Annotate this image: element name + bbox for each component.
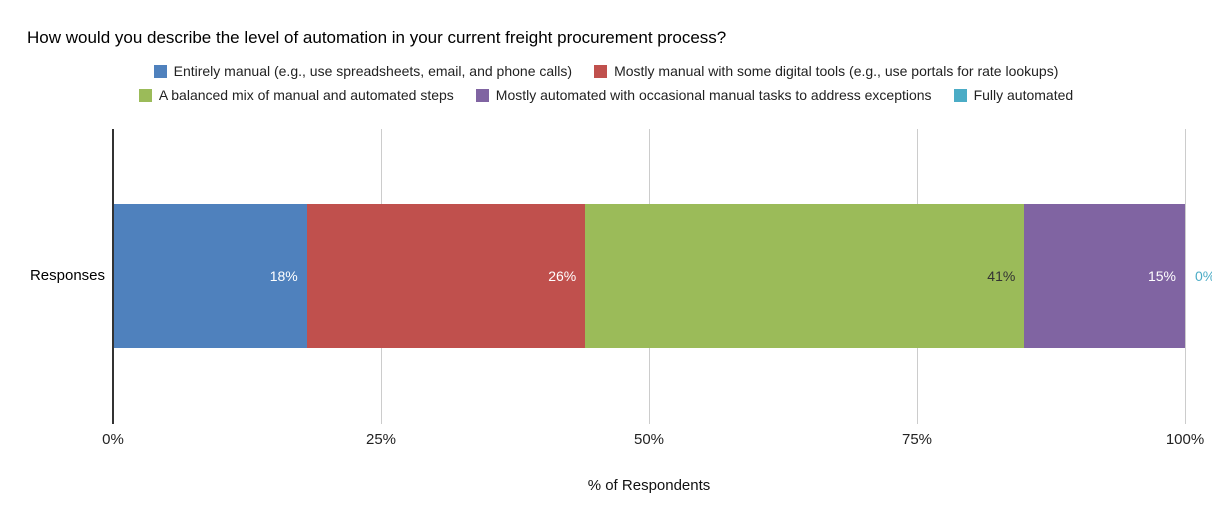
- legend-label: A balanced mix of manual and automated s…: [158, 87, 454, 103]
- x-tick-label: 0%: [102, 431, 124, 448]
- x-tick-label: 75%: [901, 431, 933, 448]
- legend-row: A balanced mix of manual and automated s…: [138, 87, 1074, 103]
- y-category-label: Responses: [29, 267, 105, 284]
- x-tick-label: 50%: [633, 431, 665, 448]
- legend-item: Mostly manual with some digital tools (e…: [594, 63, 1058, 79]
- legend-item: Entirely manual (e.g., use spreadsheets,…: [153, 63, 573, 79]
- x-axis-title: % of Respondents: [587, 477, 711, 494]
- bar-segment: 41%: [585, 204, 1025, 348]
- legend-swatch-icon: [953, 88, 967, 102]
- legend-swatch-icon: [138, 88, 152, 102]
- bar-segment: 26%: [306, 204, 586, 348]
- bar-segment-value-label: 41%: [987, 268, 1016, 284]
- legend-label: Fully automated: [973, 87, 1074, 103]
- legend-item: Fully automated: [953, 87, 1074, 103]
- bar-outside-value-label: 0%: [1195, 268, 1212, 284]
- legend-item: Mostly automated with occasional manual …: [475, 87, 932, 103]
- legend: Entirely manual (e.g., use spreadsheets,…: [0, 63, 1212, 103]
- y-axis-line: [112, 129, 114, 424]
- stacked-bar: 18% 26% 41% 15% 0%: [114, 204, 1212, 348]
- legend-row: Entirely manual (e.g., use spreadsheets,…: [153, 63, 1058, 79]
- legend-label: Mostly automated with occasional manual …: [495, 87, 932, 103]
- legend-swatch-icon: [475, 88, 489, 102]
- legend-swatch-icon: [153, 64, 167, 78]
- legend-swatch-icon: [594, 64, 608, 78]
- legend-label: Mostly manual with some digital tools (e…: [614, 63, 1059, 79]
- x-tick-label: 25%: [365, 431, 397, 448]
- bar-segment-value-label: 26%: [548, 268, 577, 284]
- bar-segment: 15%: [1024, 204, 1185, 348]
- gridline: [1185, 129, 1186, 424]
- plot-area: 18% 26% 41% 15% 0%: [112, 129, 1212, 424]
- chart-title: How would you describe the level of auto…: [27, 28, 727, 47]
- x-tick-label: 100%: [1165, 431, 1205, 448]
- legend-item: A balanced mix of manual and automated s…: [138, 87, 454, 103]
- bar-segment: 18%: [114, 204, 307, 348]
- legend-label: Entirely manual (e.g., use spreadsheets,…: [173, 63, 573, 79]
- bar-segment-value-label: 15%: [1147, 268, 1176, 284]
- bar-segment-value-label: 18%: [269, 268, 298, 284]
